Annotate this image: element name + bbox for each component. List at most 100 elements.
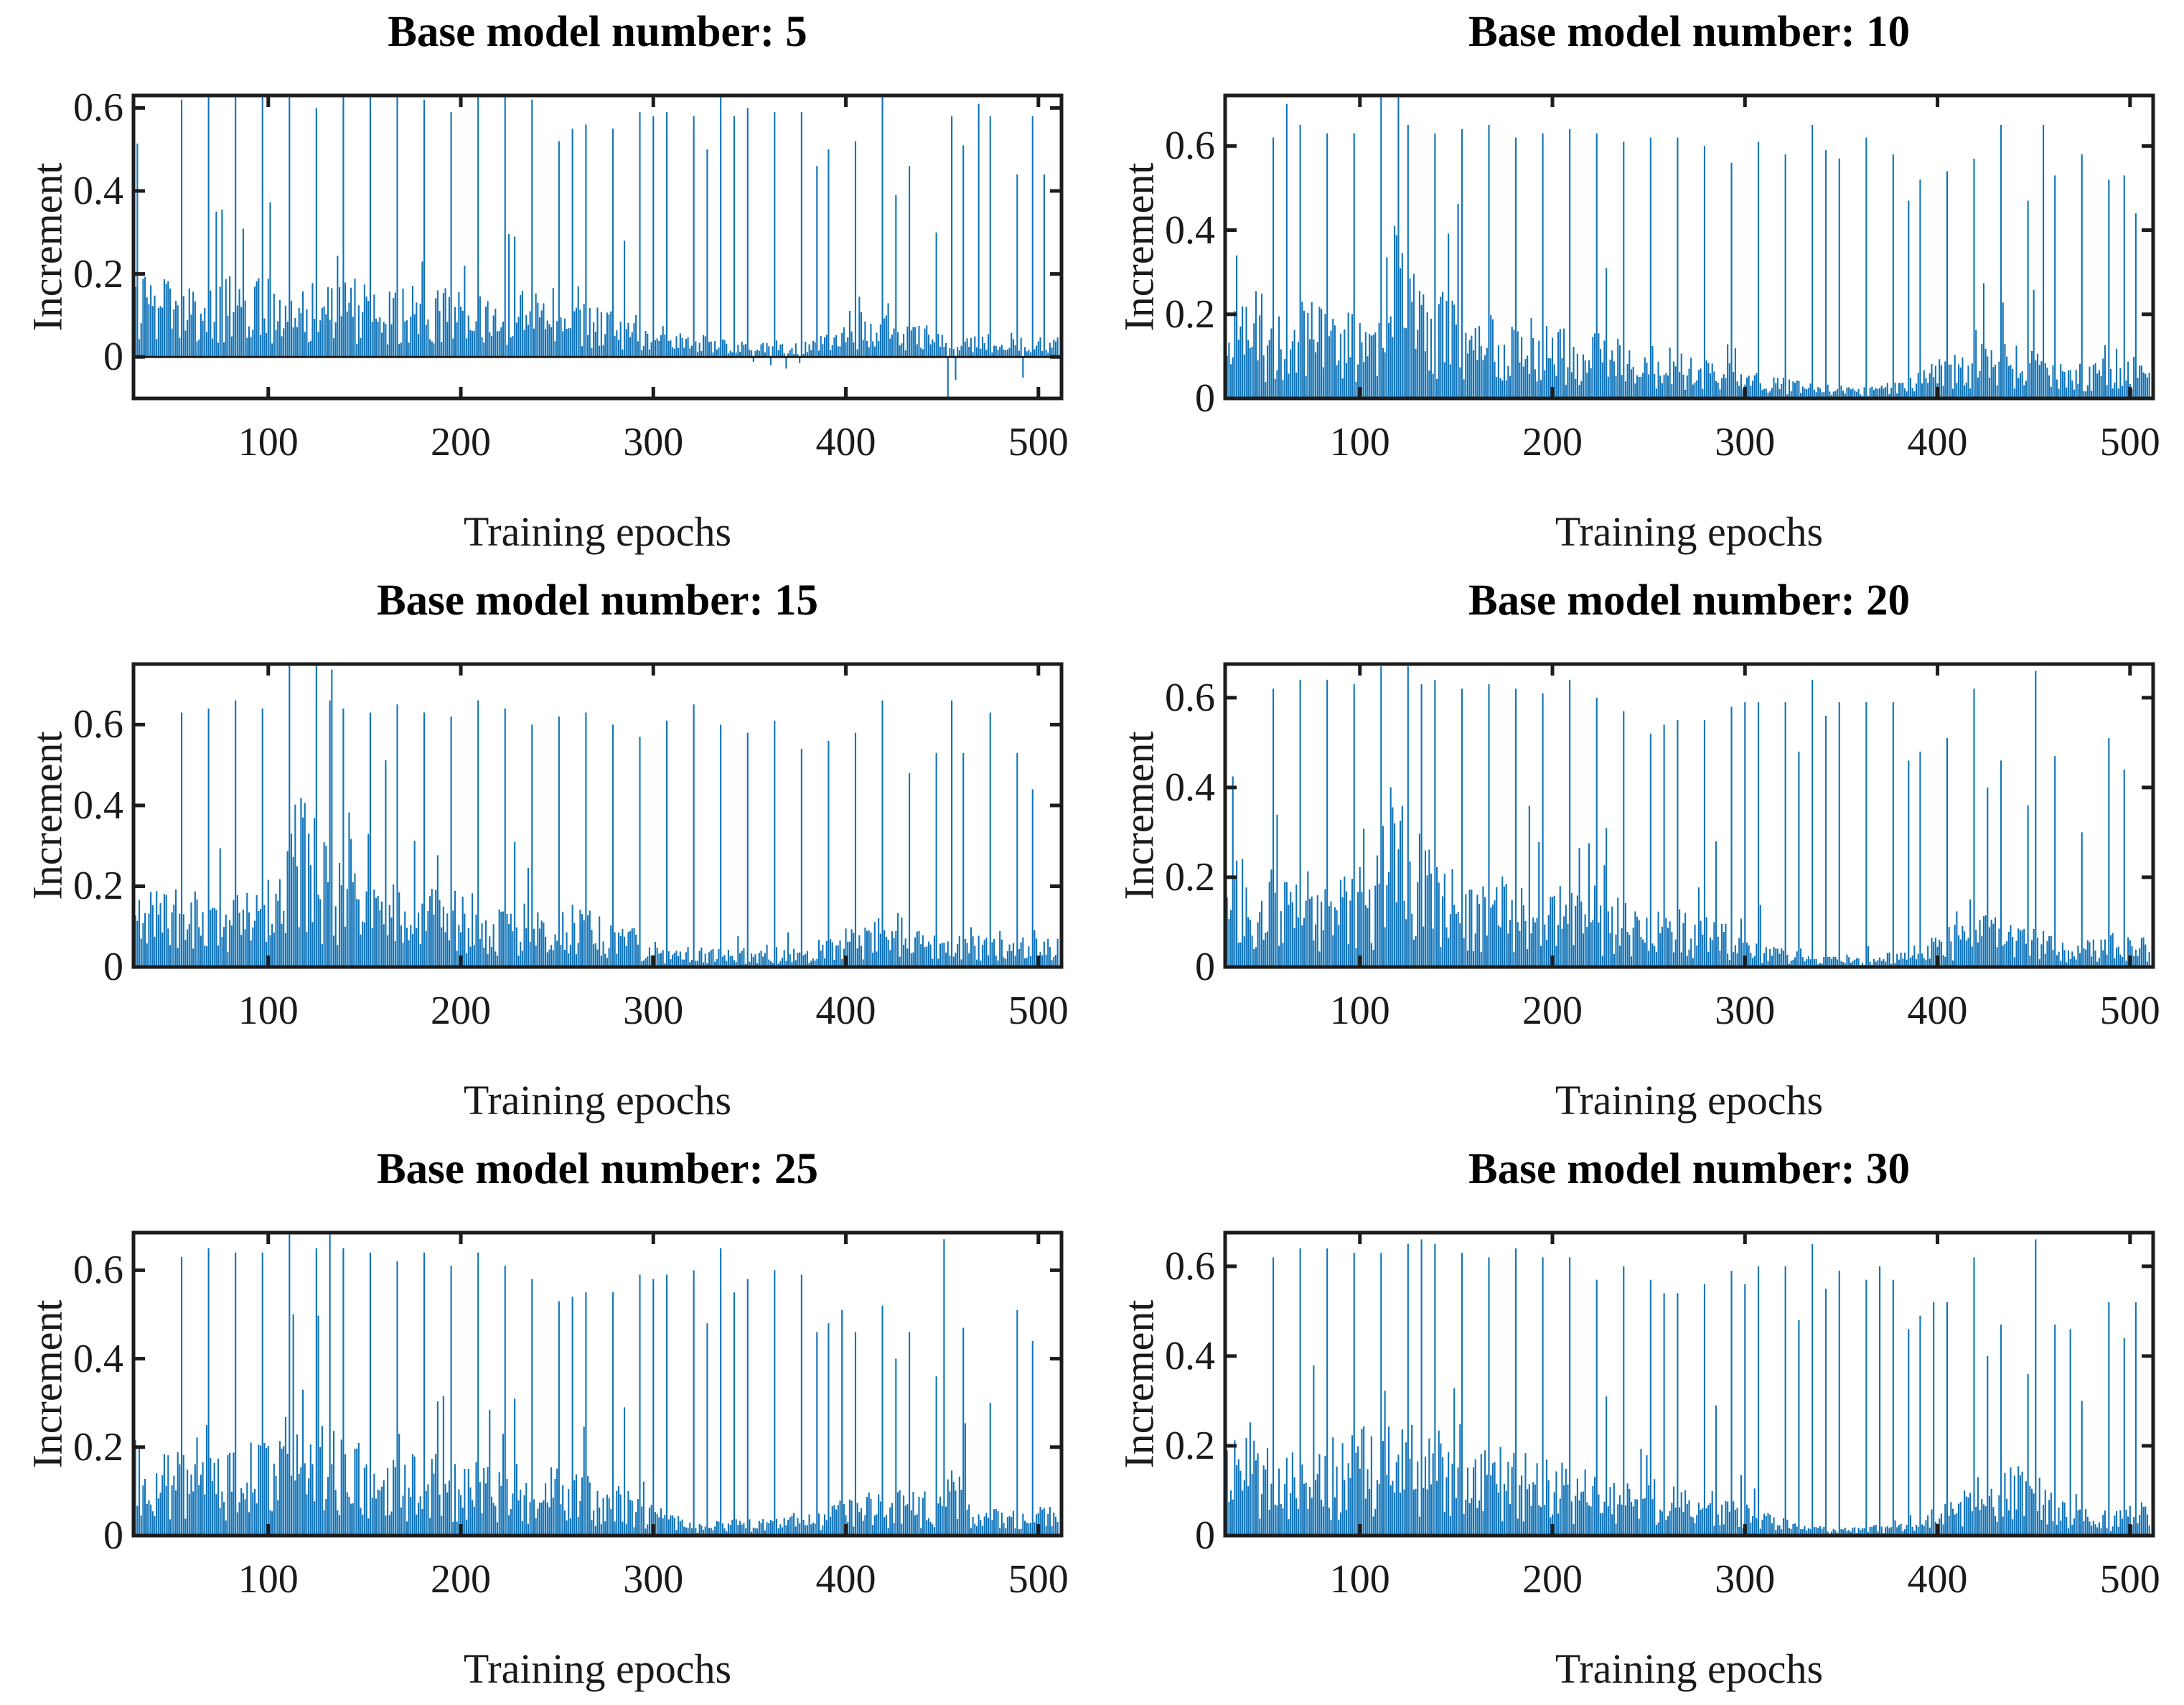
y-tick-label: 0 <box>103 335 123 380</box>
bar <box>1988 927 1991 967</box>
bar <box>2148 952 2150 967</box>
bar <box>673 1518 675 1536</box>
bar <box>271 923 273 967</box>
bar <box>1369 334 1371 398</box>
bar <box>962 1327 965 1536</box>
bar <box>1347 312 1349 398</box>
bar <box>1909 378 1912 398</box>
bar <box>1499 927 1501 967</box>
bar <box>1609 359 1611 398</box>
bar <box>294 317 296 358</box>
bar <box>599 345 601 358</box>
bar <box>1008 944 1011 967</box>
bar <box>581 346 584 358</box>
bar <box>1998 361 2000 398</box>
bar <box>1442 1457 1444 1536</box>
bar <box>762 1519 764 1536</box>
bar <box>1950 941 1952 967</box>
bar <box>904 350 906 358</box>
bar <box>1336 365 1338 398</box>
bar <box>408 1487 410 1536</box>
bar <box>637 341 639 358</box>
bar <box>1569 129 1571 398</box>
bar <box>1648 950 1650 967</box>
bar <box>635 934 637 967</box>
bar <box>1834 956 1837 967</box>
bar <box>633 1527 635 1536</box>
bar <box>1798 380 1800 398</box>
bar <box>712 352 714 358</box>
bar <box>1561 358 1563 398</box>
bar <box>1436 379 1438 398</box>
bar <box>263 905 266 967</box>
bar <box>527 324 529 358</box>
bar <box>394 292 396 358</box>
bar <box>184 1518 187 1536</box>
y-tick-label: 0.4 <box>73 783 123 828</box>
bar <box>523 1495 525 1536</box>
bar <box>2040 944 2043 967</box>
bar <box>1846 387 1848 398</box>
bar <box>1334 325 1336 398</box>
bar <box>1443 874 1445 967</box>
bar <box>1801 386 1804 398</box>
bar <box>585 1292 587 1536</box>
bar <box>2139 365 2141 398</box>
bar <box>200 313 202 358</box>
bar <box>314 1501 316 1536</box>
bar <box>678 1516 680 1536</box>
bar <box>535 293 537 358</box>
bar <box>1609 933 1611 967</box>
bar <box>142 922 144 967</box>
bar <box>2048 1500 2051 1536</box>
bar <box>381 901 383 967</box>
bar <box>1006 349 1008 358</box>
bar <box>914 327 917 358</box>
bar <box>752 357 754 363</box>
bar <box>1705 917 1707 967</box>
bar <box>1809 1529 1812 1536</box>
bar <box>459 932 462 967</box>
bar <box>733 116 736 358</box>
bar <box>1697 1502 1700 1536</box>
bar <box>1486 935 1488 967</box>
bar <box>515 927 517 967</box>
bar <box>2071 380 2073 398</box>
bar <box>2075 370 2077 398</box>
bar <box>1623 711 1625 967</box>
bar <box>1967 1497 1969 1536</box>
bar <box>2085 391 2087 398</box>
bar <box>1667 375 1669 398</box>
bar <box>1407 666 1409 967</box>
bar <box>483 1468 485 1536</box>
bar <box>929 1521 932 1536</box>
bar <box>935 1376 937 1536</box>
bar <box>1939 359 1941 398</box>
bar <box>2127 937 2129 967</box>
bar <box>235 1252 237 1536</box>
bar <box>1341 378 1344 398</box>
bar <box>1775 948 1777 967</box>
bar <box>896 913 899 967</box>
bar <box>1049 947 1051 967</box>
bar <box>267 1445 269 1536</box>
bar <box>531 724 533 967</box>
bar <box>1719 950 1721 967</box>
bar <box>1036 938 1038 967</box>
bar <box>157 308 159 358</box>
bar <box>436 855 439 967</box>
bar <box>200 935 202 967</box>
bar <box>937 958 939 967</box>
bar <box>1694 925 1696 967</box>
bar <box>256 1503 258 1536</box>
bar <box>876 1514 878 1536</box>
bar <box>1282 380 1284 398</box>
bar <box>1582 933 1585 967</box>
bar <box>1703 146 1706 398</box>
bar <box>1305 900 1307 967</box>
bar <box>941 943 943 967</box>
bar <box>1628 1488 1631 1536</box>
bar <box>1792 960 1794 967</box>
bar <box>993 939 995 967</box>
bar <box>879 324 881 358</box>
